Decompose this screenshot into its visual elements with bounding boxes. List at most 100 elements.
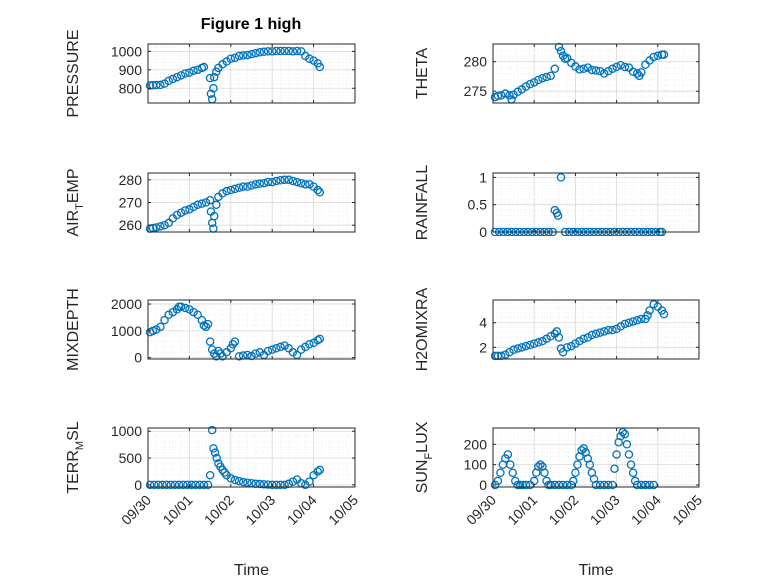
chart-6-data-point xyxy=(525,340,535,350)
chart-1-data-point xyxy=(280,46,289,56)
chart-8-plot-area xyxy=(493,428,699,487)
chart-7-xlabel: Time xyxy=(234,562,269,579)
chart-3-data-point xyxy=(230,184,240,194)
chart-5-ytick-label: 2000 xyxy=(111,296,142,312)
chart-8-data-point xyxy=(550,480,560,490)
chart-8-data-point xyxy=(608,480,617,490)
chart-6-data-point xyxy=(632,316,642,325)
chart-8-data-point xyxy=(599,480,609,490)
chart-6-data-point xyxy=(554,333,564,342)
chart-6-data-point xyxy=(637,314,646,324)
chart-7-data-point xyxy=(272,480,281,490)
chart-3-ytick-label: 260 xyxy=(119,217,143,233)
chart-5-data-point xyxy=(207,345,217,354)
chart-6-data-point xyxy=(509,345,518,355)
chart-8-data-point xyxy=(567,480,576,490)
chart-3-data-point xyxy=(267,177,277,187)
chart-2-data-point xyxy=(632,69,642,78)
chart-7-data-point xyxy=(263,480,273,489)
chart-7-data-point xyxy=(203,480,213,490)
chart-2-ylabel-main: THETA xyxy=(414,48,431,100)
chart-5-data-point xyxy=(305,339,314,349)
chart-6-data-point xyxy=(595,328,605,337)
chart-1-ytick-label: 900 xyxy=(119,62,143,78)
chart-8-ytick-label: 0 xyxy=(479,477,487,493)
chart-1-data-point xyxy=(176,71,186,80)
chart-6-data-point xyxy=(608,325,617,335)
chart-6-data-point xyxy=(579,334,588,343)
chart-1-data-point xyxy=(226,54,236,64)
chart-7-data-point xyxy=(230,475,240,485)
chart-2-data-point xyxy=(616,60,625,70)
chart-7-data-point xyxy=(174,480,184,490)
chart-1-ytick-label: 800 xyxy=(119,80,143,96)
chart-7-data-point xyxy=(315,465,325,475)
chart-8-data-point xyxy=(521,480,531,490)
chart-1-data-point xyxy=(181,69,190,78)
chart-6-data-point xyxy=(567,341,576,351)
chart-8-data-point xyxy=(515,480,525,490)
chart-7-data-point xyxy=(288,477,298,486)
chart-3-data-point xyxy=(288,176,298,186)
chart-1-data-point xyxy=(305,54,314,64)
chart-7-data-point xyxy=(199,480,209,490)
chart-1-data-point xyxy=(272,46,281,56)
chart-7-points xyxy=(145,425,325,490)
chart-8-data-point xyxy=(503,450,513,459)
chart-5-data-point xyxy=(176,302,186,311)
chart-3-data-point xyxy=(172,210,182,220)
chart-5-points xyxy=(145,302,325,361)
chart-6-ylabel: H2OMIXRA xyxy=(414,287,431,371)
chart-7-data-point xyxy=(166,480,176,490)
chart-6-ytick-label: 4 xyxy=(479,315,487,331)
chart-8-data-point xyxy=(595,480,605,490)
chart-1-data-point xyxy=(292,46,302,56)
chart-7-axes: 0 500 1000 09/30 10/01 10/02 10/03 10/04 10/05 Ti… xyxy=(65,421,361,579)
chart-6-data-point xyxy=(591,329,601,339)
chart-2-data-point xyxy=(554,42,564,52)
chart-3-data-point xyxy=(251,180,260,189)
chart-5-data-point xyxy=(203,319,213,329)
chart-6-data-point xyxy=(501,350,510,359)
chart-1-data-point xyxy=(247,49,256,59)
chart-7-ylabel-main: TERR xyxy=(65,450,82,494)
chart-7-ylabel-subscript: M xyxy=(74,441,86,450)
chart-2-data-point xyxy=(501,89,510,98)
chart-8-data-point xyxy=(630,476,640,486)
chart-2-data-point xyxy=(637,68,646,77)
chart-3-data-point xyxy=(152,223,161,232)
chart-8-ylabel: SUNFLUX xyxy=(414,421,435,493)
chart-3-ylabel-main: AIR xyxy=(65,210,82,237)
chart-8-data-point xyxy=(508,468,518,478)
chart-7-data-point xyxy=(209,444,218,453)
chart-3-data-point xyxy=(201,198,211,207)
chart-6-data-point xyxy=(538,336,547,346)
chart-4-plot-area xyxy=(493,173,699,232)
chart-5-data-point xyxy=(234,352,244,361)
chart-3-ytick-label: 280 xyxy=(119,172,143,188)
chart-3-data-point xyxy=(160,220,169,230)
chart-2-data-point xyxy=(575,65,584,74)
chart-5-data-point xyxy=(199,321,209,330)
chart-5-axes-box xyxy=(147,299,356,360)
chart-7-axes-box xyxy=(147,427,356,488)
chart-8-data-point xyxy=(604,480,613,490)
chart-5-axes: 0 1000 2000 MIXDEPTH xyxy=(65,288,356,371)
chart-1-data-point xyxy=(263,47,273,56)
chart-8-data-point xyxy=(616,431,625,441)
chart-2-data-point xyxy=(591,66,601,75)
chart-3-data-point xyxy=(181,206,190,215)
chart-3-data-point xyxy=(315,188,325,197)
chart-6-data-point xyxy=(534,338,543,347)
chart-6-data-point xyxy=(496,351,506,361)
chart-3-data-point xyxy=(193,200,202,210)
chart-7-data-point xyxy=(187,480,196,490)
chart-2-ytick-label: 280 xyxy=(464,54,488,70)
chart-5-data-point xyxy=(230,337,240,346)
chart-5-data-point xyxy=(267,345,277,354)
chart-8-data-point xyxy=(649,480,658,490)
chart-8-data-point xyxy=(622,440,632,449)
chart-1-data-point xyxy=(259,47,269,56)
chart-5-data-point xyxy=(315,334,325,344)
chart-3-data-point xyxy=(272,176,281,186)
